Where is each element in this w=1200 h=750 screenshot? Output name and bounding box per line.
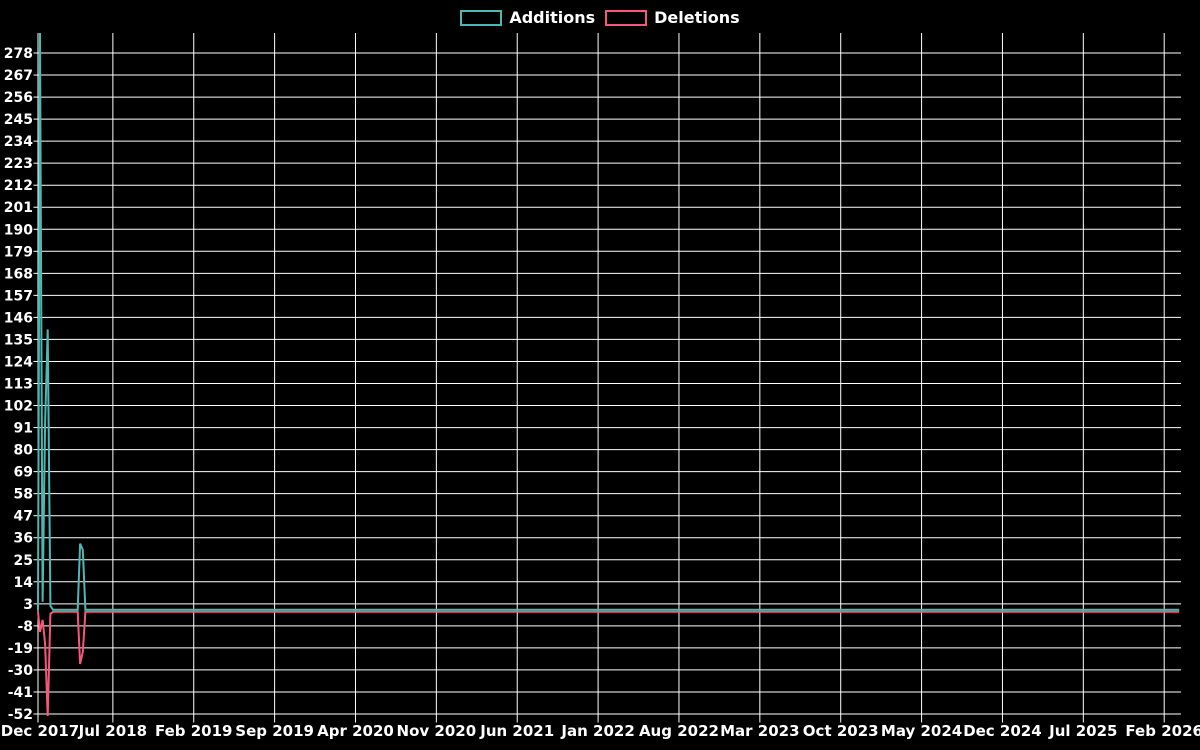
y-axis-label: 245 [4,112,33,128]
x-axis-label: Jul 2025 [1048,722,1117,740]
deletions-legend-label: Deletions [654,8,740,27]
y-axis-label: 201 [4,200,33,216]
x-axis-label: Dec 2024 [963,722,1042,740]
y-axis-label: 190 [4,222,33,238]
x-axis-label: Mar 2023 [720,722,799,740]
y-axis-label: 168 [4,266,33,282]
y-axis-label: -8 [17,619,33,635]
y-axis-label: 256 [4,90,33,106]
y-axis-label: 234 [4,134,33,150]
x-axis-label: Jul 2018 [78,722,147,740]
y-axis-label: 36 [14,531,33,547]
x-axis-label: Feb 2019 [155,722,233,740]
legend-item-additions[interactable]: Additions [460,9,595,27]
y-axis-label: -19 [8,641,33,657]
y-axis-label: -30 [8,663,34,679]
x-axis-label: Sep 2019 [235,722,314,740]
y-axis-label: 135 [4,332,33,348]
x-axis-label: Dec 2017 [1,722,80,740]
additions-legend-label: Additions [509,8,596,27]
deletions-line [37,610,1180,717]
y-axis-label: 14 [14,575,34,591]
legend-item-deletions[interactable]: Deletions [605,9,740,27]
y-axis-label: 146 [4,310,33,326]
legend: Additions Deletions [0,9,1200,27]
y-axis-label: 3 [23,597,33,613]
x-axis-label: Oct 2023 [803,722,879,740]
x-axis-label: Jun 2021 [479,722,554,740]
y-axis-label: 25 [14,553,33,569]
y-axis-label: 223 [4,156,33,172]
x-axis-label: May 2024 [881,722,962,740]
x-axis-label: Aug 2022 [639,722,719,740]
y-axis-label: 179 [4,244,33,260]
x-axis-label: Apr 2020 [317,722,394,740]
y-axis-label: -52 [8,707,33,723]
y-axis-label: 47 [14,509,33,525]
x-axis-label: Nov 2020 [397,722,477,740]
deletions-swatch-icon [605,10,648,26]
y-axis-label: 157 [4,288,33,304]
y-axis-label: 91 [14,421,33,437]
additions-swatch-icon [460,10,503,26]
x-axis-label: Jan 2022 [560,722,634,740]
y-axis-label: 58 [14,487,33,503]
y-axis-label: 69 [14,465,33,481]
y-axis-label: 124 [4,354,33,370]
y-axis-label: 278 [4,46,33,62]
y-axis-label: 102 [4,399,33,415]
x-axis-label: Feb 2026 [1125,722,1200,740]
y-axis-label: 80 [14,443,34,459]
y-axis-label: -41 [8,685,33,701]
additions-line [37,32,1180,611]
y-axis-label: 267 [4,68,33,84]
y-axis-label: 212 [4,178,33,194]
y-axis-label: 113 [4,377,33,393]
